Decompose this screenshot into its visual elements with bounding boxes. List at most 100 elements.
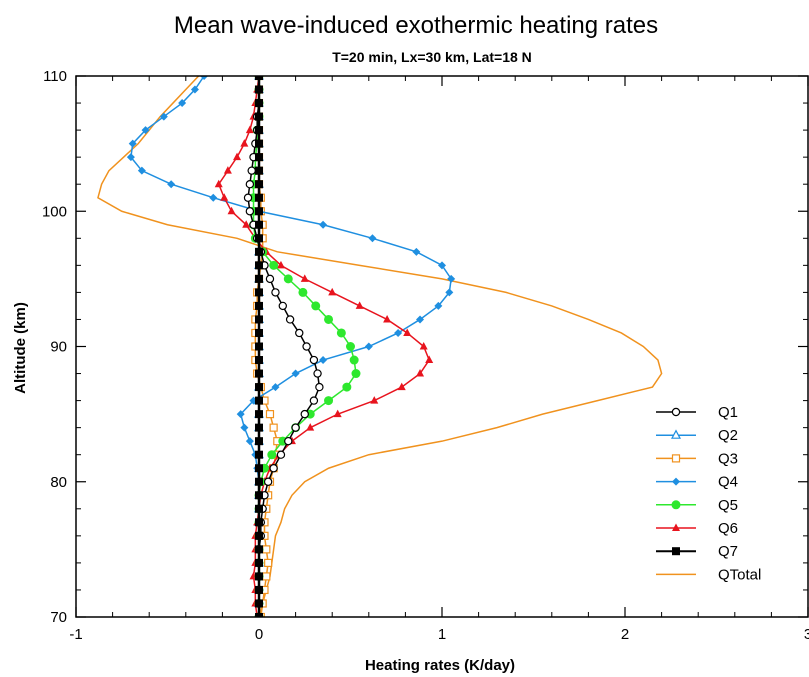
data-point-q6 xyxy=(328,287,337,296)
data-point-q7 xyxy=(255,180,263,189)
plot-area xyxy=(97,76,663,617)
data-point-q5 xyxy=(283,274,293,284)
data-point-q7 xyxy=(255,491,263,500)
data-point-q6 xyxy=(220,193,229,201)
data-point-q7 xyxy=(255,139,263,148)
data-point-q5 xyxy=(267,450,277,460)
data-point-q1 xyxy=(291,423,300,432)
data-point-q1 xyxy=(315,382,324,392)
data-point-q7 xyxy=(255,112,263,121)
data-point-q1 xyxy=(247,166,256,175)
data-point-q6 xyxy=(233,152,242,161)
data-point-q1 xyxy=(309,396,319,405)
data-point-q4 xyxy=(319,356,328,365)
series-line-q4 xyxy=(130,76,452,617)
data-point-q4 xyxy=(137,166,146,175)
data-point-q4 xyxy=(167,180,176,189)
data-point-q4 xyxy=(271,383,280,392)
data-point-q4 xyxy=(126,153,135,162)
legend-label-q6: Q6 xyxy=(718,520,738,537)
data-point-q7 xyxy=(255,247,263,256)
legend-label-qtotal: QTotal xyxy=(718,566,761,583)
data-point-q6 xyxy=(300,274,309,282)
data-point-q1 xyxy=(265,274,275,284)
data-point-q7 xyxy=(255,315,263,324)
data-point-q7 xyxy=(255,383,263,392)
data-point-q7 xyxy=(255,396,263,405)
data-point-q7 xyxy=(255,531,263,540)
axes: -1 0 1 2 3 70 80 90 100 110 xyxy=(42,68,809,643)
plot-frame xyxy=(75,75,809,618)
data-point-q3 xyxy=(269,423,278,432)
data-point-q6 xyxy=(245,125,254,134)
data-point-q7 xyxy=(255,477,263,486)
data-point-q1 xyxy=(245,179,255,189)
chart-subtitle: T=20 min, Lx=30 km, Lat=18 N xyxy=(332,49,532,65)
data-point-q7 xyxy=(255,437,263,446)
data-point-q4 xyxy=(249,396,258,405)
data-point-q1 xyxy=(269,464,278,473)
legend-marker-q5 xyxy=(671,500,681,510)
data-point-q6 xyxy=(403,328,412,336)
data-point-q4 xyxy=(368,234,377,243)
data-point-q7 xyxy=(255,518,263,527)
legend-marker-q2 xyxy=(671,429,681,439)
data-point-q4 xyxy=(200,76,209,80)
data-point-q7 xyxy=(255,369,263,378)
data-point-q1 xyxy=(285,315,295,324)
data-point-q6 xyxy=(276,260,285,269)
data-point-q7 xyxy=(255,450,263,459)
legend-marker-q6 xyxy=(672,523,680,531)
data-point-q7 xyxy=(255,423,263,432)
data-point-q7 xyxy=(255,572,263,581)
series-line-qtotal xyxy=(97,76,663,617)
data-point-q5 xyxy=(342,382,352,392)
data-point-q7 xyxy=(255,599,263,608)
data-point-q6 xyxy=(306,423,315,431)
data-point-q4 xyxy=(319,220,328,229)
data-point-q4 xyxy=(236,410,245,419)
data-point-q1 xyxy=(263,477,273,486)
y-tick-label: 110 xyxy=(43,68,67,85)
data-point-q5 xyxy=(349,355,359,365)
data-point-q5 xyxy=(324,314,334,324)
data-point-q3 xyxy=(262,572,271,581)
data-point-q7 xyxy=(255,504,263,513)
data-point-q7 xyxy=(255,410,263,419)
data-point-q7 xyxy=(255,288,263,297)
legend-marker-q7 xyxy=(672,547,680,556)
legend-label-q3: Q3 xyxy=(718,450,738,467)
data-point-q4 xyxy=(141,126,150,135)
data-point-q7 xyxy=(255,301,263,310)
data-point-q4 xyxy=(438,261,446,270)
legend-marker-q1 xyxy=(671,407,681,417)
legend-marker-q4 xyxy=(672,477,680,486)
data-point-q7 xyxy=(255,207,263,216)
y-tick-label: 100 xyxy=(42,203,67,220)
data-point-q5 xyxy=(336,328,346,338)
data-point-q6 xyxy=(214,179,223,188)
data-point-q6 xyxy=(333,409,342,418)
chart-title: Mean wave-induced exothermic heating rat… xyxy=(174,12,658,39)
data-point-q1 xyxy=(313,369,322,378)
data-point-q5 xyxy=(311,301,321,311)
data-point-q7 xyxy=(255,464,263,473)
legend-label-q2: Q2 xyxy=(718,427,738,444)
data-point-q4 xyxy=(178,99,187,108)
data-point-q5 xyxy=(346,342,355,351)
data-point-q4 xyxy=(128,139,137,148)
data-point-q7 xyxy=(255,234,263,243)
data-point-q4 xyxy=(434,301,443,310)
legend-label-q7: Q7 xyxy=(718,543,738,560)
data-point-q7 xyxy=(255,545,263,554)
y-tick-label: 80 xyxy=(50,474,67,491)
data-point-q7 xyxy=(255,274,263,283)
data-point-q4 xyxy=(412,247,421,256)
data-point-q6 xyxy=(242,220,251,228)
x-tick-label: 1 xyxy=(438,626,446,643)
data-point-q4 xyxy=(364,342,373,351)
data-point-q5 xyxy=(351,369,361,379)
data-point-q6 xyxy=(397,382,406,391)
data-point-q6 xyxy=(223,166,232,174)
